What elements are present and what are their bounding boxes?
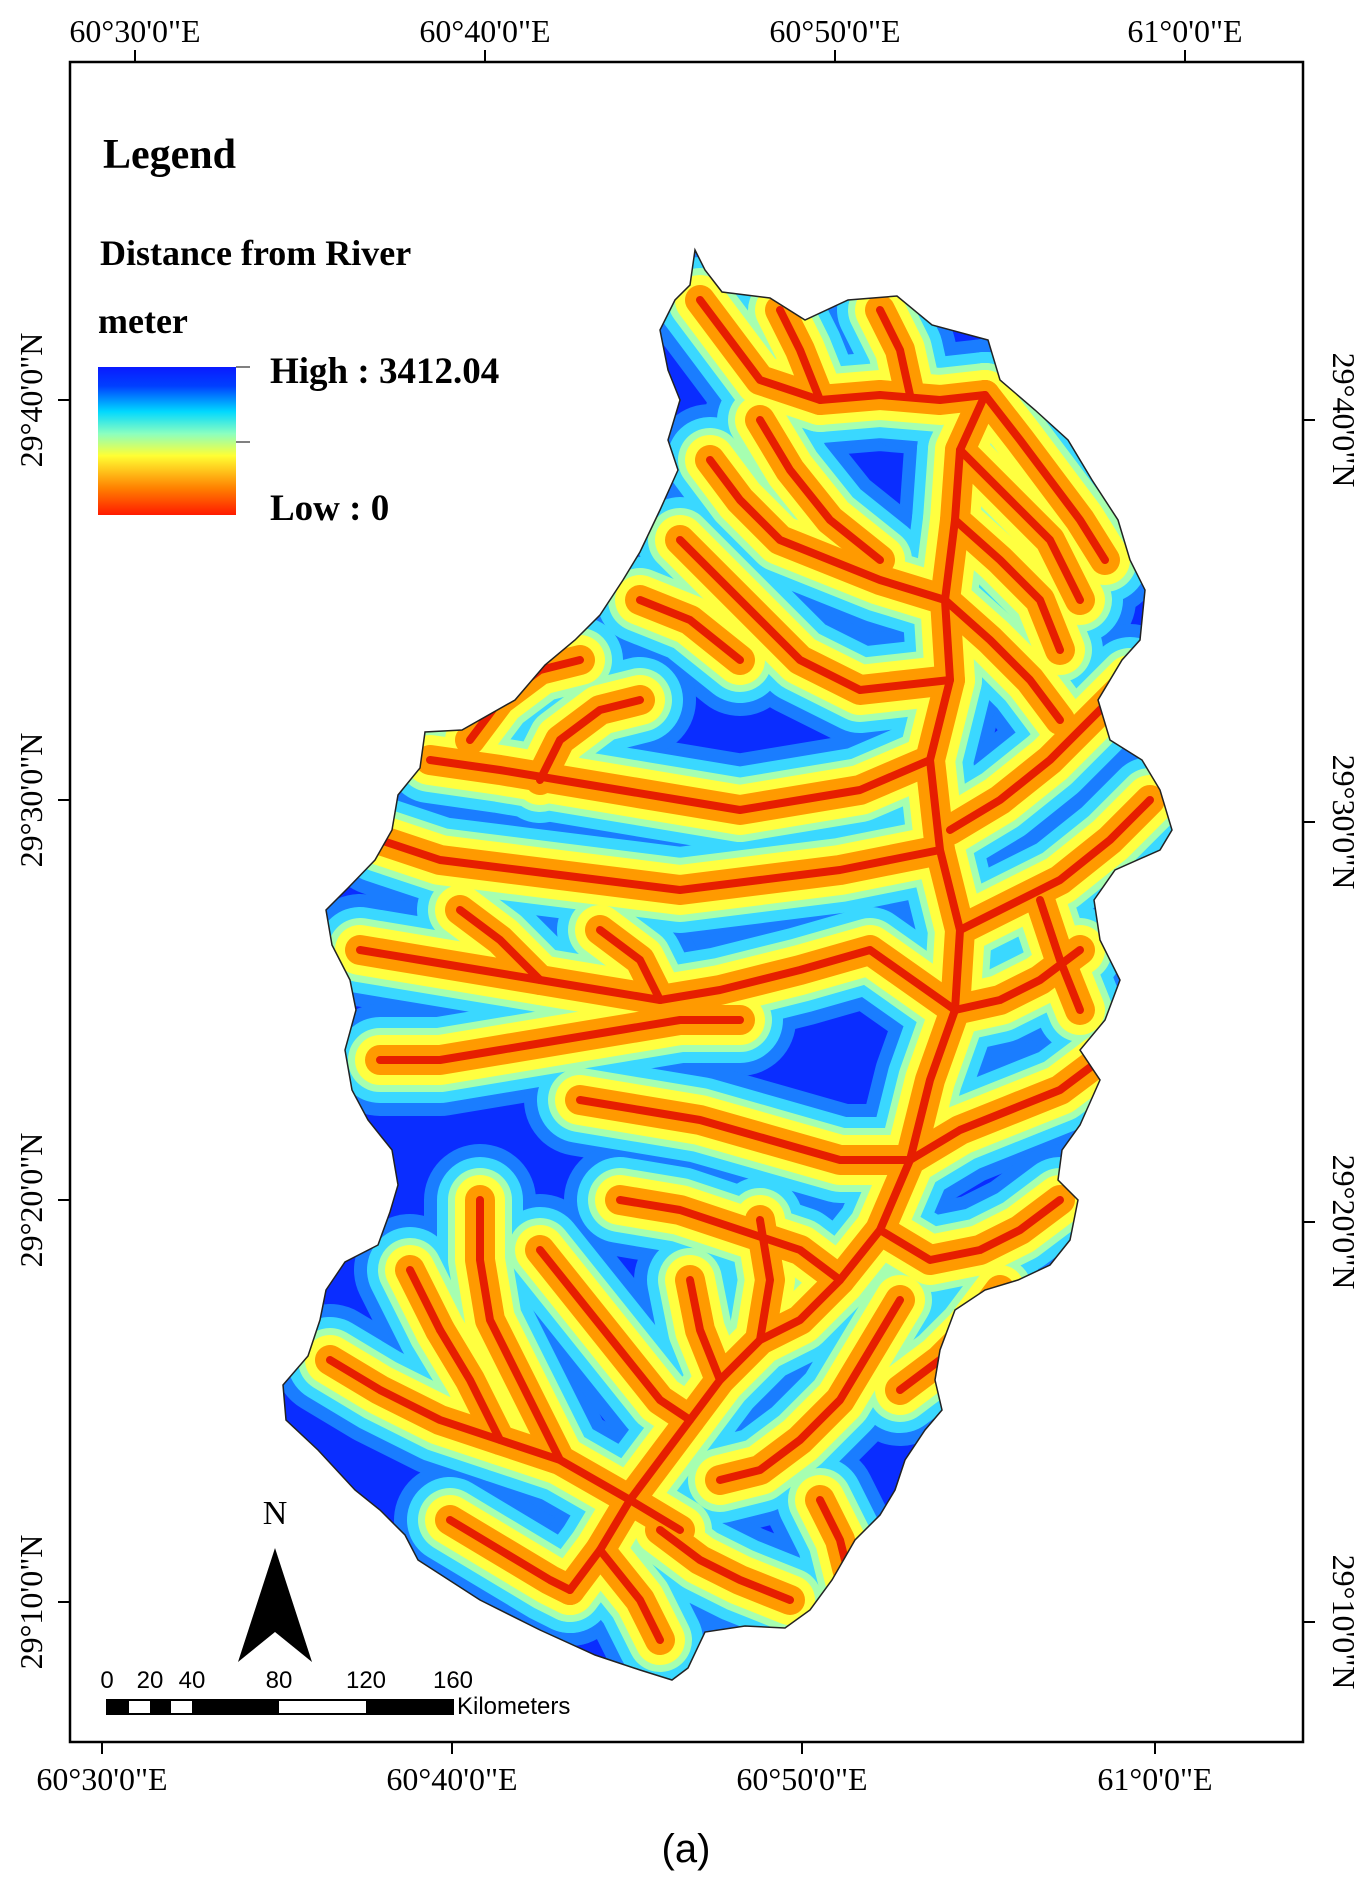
scale-segment bbox=[107, 1700, 129, 1714]
top-axis-label: 60°40'0"E bbox=[419, 13, 550, 49]
legend-unit: meter bbox=[98, 301, 188, 341]
left-axis-labels: 29°40'0"N 29°30'0"N 29°20'0"N 29°10'0"N bbox=[13, 333, 49, 1670]
scale-segment bbox=[192, 1700, 279, 1714]
scale-unit: Kilometers bbox=[457, 1693, 570, 1720]
scale-tick-label: 40 bbox=[179, 1667, 206, 1694]
scale-segment bbox=[366, 1700, 453, 1714]
right-axis-label: 29°40'0"N bbox=[1326, 353, 1362, 488]
north-arrow: N bbox=[238, 1495, 312, 1662]
left-axis-label: 29°40'0"N bbox=[13, 333, 49, 468]
north-arrow-label: N bbox=[263, 1495, 288, 1532]
left-axis-label: 29°20'0"N bbox=[13, 1133, 49, 1268]
scale-tick-label: 80 bbox=[266, 1667, 293, 1694]
scale-bar: 0 20 40 80 120 160 Kilometers bbox=[100, 1667, 570, 1720]
legend-layer-name: Distance from River bbox=[100, 233, 411, 273]
north-arrow-icon bbox=[238, 1548, 275, 1662]
legend-high-label: High : 3412.04 bbox=[270, 351, 499, 392]
right-axis-labels: 29°40'0"N 29°30'0"N 29°20'0"N 29°10'0"N bbox=[1326, 353, 1362, 1690]
legend-color-ramp bbox=[98, 367, 236, 515]
bottom-axis-label: 60°40'0"E bbox=[386, 1761, 517, 1797]
legend-title: Legend bbox=[103, 132, 236, 178]
bottom-axis-label: 61°0'0"E bbox=[1097, 1761, 1212, 1797]
legend: Legend Distance from River meter High : … bbox=[98, 132, 499, 529]
bottom-axis-label: 60°50'0"E bbox=[736, 1761, 867, 1797]
left-axis-label: 29°30'0"N bbox=[13, 733, 49, 868]
scale-tick-label: 20 bbox=[137, 1667, 164, 1694]
right-axis-label: 29°30'0"N bbox=[1326, 755, 1362, 890]
scale-segment bbox=[150, 1700, 171, 1714]
right-axis-label: 29°10'0"N bbox=[1326, 1555, 1362, 1690]
left-axis-label: 29°10'0"N bbox=[13, 1535, 49, 1670]
top-axis-label: 60°30'0"E bbox=[69, 13, 200, 49]
scale-tick-label: 160 bbox=[433, 1667, 473, 1694]
bottom-axis-label: 60°30'0"E bbox=[36, 1761, 167, 1797]
graticule-ticks bbox=[58, 50, 1315, 1754]
top-axis-label: 61°0'0"E bbox=[1127, 13, 1242, 49]
right-axis-label: 29°20'0"N bbox=[1326, 1155, 1362, 1290]
scale-tick-label: 120 bbox=[346, 1667, 386, 1694]
top-axis-label: 60°50'0"E bbox=[769, 13, 900, 49]
scale-tick-label: 0 bbox=[100, 1667, 113, 1694]
legend-low-label: Low : 0 bbox=[270, 488, 389, 529]
north-arrow-icon-right bbox=[275, 1548, 312, 1662]
basin-outline bbox=[282, 247, 1173, 1681]
top-axis-labels: 60°30'0"E 60°40'0"E 60°50'0"E 61°0'0"E bbox=[69, 13, 1242, 49]
bottom-axis-labels: 60°30'0"E 60°40'0"E 60°50'0"E 61°0'0"E bbox=[36, 1761, 1212, 1797]
figure-caption: (a) bbox=[662, 1827, 711, 1871]
